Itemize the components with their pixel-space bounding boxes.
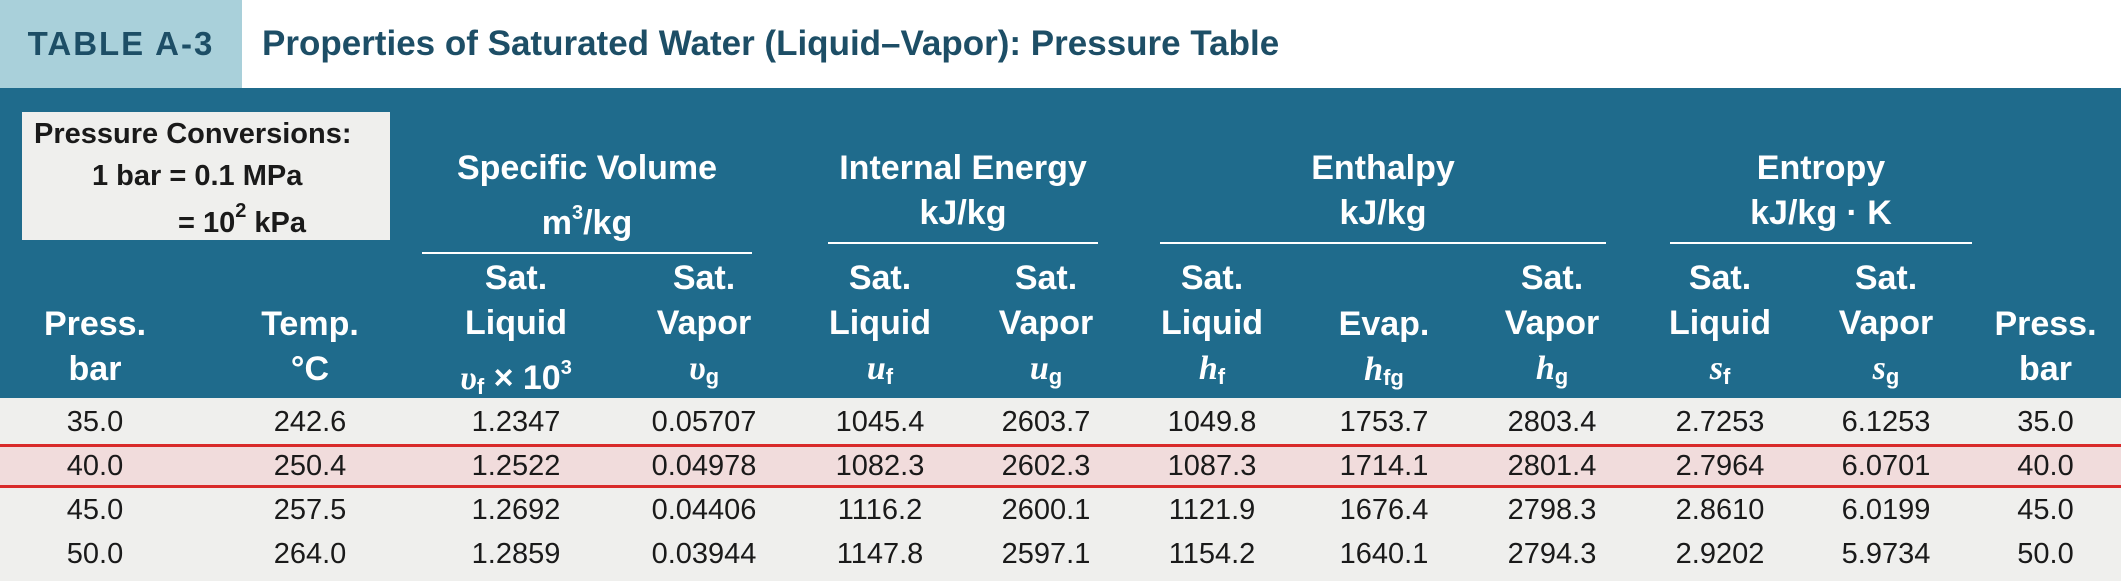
column-header-vf: Sat. Liquid υf × 103 — [460, 259, 572, 399]
table-cell: 264.0 — [273, 537, 347, 570]
table-cell: 242.6 — [273, 405, 347, 438]
table-cell: 2602.3 — [1001, 449, 1091, 482]
column-header-ug: Sat. Vapor ug — [998, 259, 1094, 389]
table-cell: 2794.3 — [1507, 537, 1597, 570]
table-cell: 2798.3 — [1507, 493, 1597, 526]
group-enthalpy: Enthalpy kJ/kg — [1160, 146, 1606, 244]
table-cell: 1.2522 — [471, 449, 561, 482]
column-header-vg: Sat. Vapor υg — [656, 259, 752, 389]
table-row: 45.0 257.5 1.2692 0.04406 1116.2 2600.1 1121.9… — [0, 488, 2121, 532]
table-cell: 2603.7 — [1001, 405, 1091, 438]
table-cell: 40.0 — [2017, 449, 2074, 482]
column-header-sg: Sat. Vapor sg — [1838, 259, 1934, 389]
table-cell: 2.9202 — [1675, 537, 1765, 570]
table-cell: 5.9734 — [1841, 537, 1931, 570]
table-cell: 35.0 — [2017, 405, 2074, 438]
table-cell: 2801.4 — [1507, 449, 1597, 482]
table-cell: 0.03944 — [651, 537, 757, 570]
table-cell: 1121.9 — [1168, 493, 1256, 526]
table-cell: 6.0199 — [1841, 493, 1931, 526]
table-cell: 0.04406 — [651, 493, 757, 526]
conversions-heading: Pressure Conversions: — [34, 118, 352, 150]
group-specific-volume: Specific Volume m3/kg — [422, 146, 752, 254]
table-cell: 1045.4 — [835, 405, 925, 438]
table-header: Pressure Conversions: 1 bar = 0.1 MPa = … — [0, 88, 2121, 399]
table-cell: 1.2859 — [471, 537, 561, 570]
table-cell: 50.0 — [66, 537, 124, 570]
column-header-hfg: Evap. hfg — [1338, 305, 1430, 390]
table-cell: 2597.1 — [1001, 537, 1091, 570]
group-internal-energy: Internal Energy kJ/kg — [828, 146, 1098, 244]
table-cell: 6.1253 — [1841, 405, 1931, 438]
column-header-temperature: Temp. °C — [261, 305, 359, 388]
table-cell: 1049.8 — [1167, 405, 1257, 438]
table-title: Properties of Saturated Water (Liquid–Va… — [262, 24, 1280, 63]
table-cell: 250.4 — [273, 449, 347, 482]
group-entropy: Entropy kJ/kg · K — [1670, 146, 1972, 244]
table-cell: 2.8610 — [1675, 493, 1765, 526]
table-cell: 257.5 — [273, 493, 347, 526]
column-header-sf: Sat. Liquid sf — [1669, 259, 1771, 389]
table-cell: 1.2347 — [471, 405, 561, 438]
table-cell: 2803.4 — [1507, 405, 1597, 438]
table-cell: 1087.3 — [1167, 449, 1257, 482]
table-cell: 40.0 — [66, 449, 124, 482]
table-cell: 1147.8 — [836, 537, 924, 570]
table-cell: 50.0 — [2017, 537, 2074, 570]
table-cell: 1.2692 — [471, 493, 561, 526]
column-header-pressure: Press. bar — [43, 305, 147, 388]
conversion-line-2: = 102 kPa — [178, 200, 307, 239]
table-cell: 0.04978 — [651, 449, 757, 482]
table-number-tag: TABLE A-3 — [0, 0, 242, 88]
table-cell: 45.0 — [66, 493, 124, 526]
conversion-line-1: 1 bar = 0.1 MPa — [92, 160, 303, 192]
table-cell: 1082.3 — [835, 449, 925, 482]
table-cell: 1714.1 — [1339, 449, 1429, 482]
table-row: 35.0 242.6 1.2347 0.05707 1045.4 2603.7 1049.8… — [0, 400, 2121, 444]
table-cell: 0.05707 — [651, 405, 757, 438]
table-body: 35.0 242.6 1.2347 0.05707 1045.4 2603.7 1049.8… — [0, 398, 2121, 581]
table-row: 40.0 250.4 1.2522 0.04978 1082.3 2602.3 1087.3… — [0, 444, 2121, 488]
column-header-hg: Sat. Vapor hg — [1504, 259, 1600, 389]
table-cell: 2.7253 — [1675, 405, 1765, 438]
table-cell: 2.7964 — [1675, 449, 1765, 482]
table-cell: 6.0701 — [1841, 449, 1931, 482]
table-cell: 1116.2 — [837, 493, 923, 526]
table-cell: 1640.1 — [1339, 537, 1429, 570]
table-cell: 2600.1 — [1001, 493, 1091, 526]
table-cell: 1154.2 — [1168, 537, 1256, 570]
table-cell: 35.0 — [66, 405, 124, 438]
table-cell: 1753.7 — [1339, 405, 1429, 438]
table-row: 50.0 264.0 1.2859 0.03944 1147.8 2597.1 1154.2… — [0, 532, 2121, 576]
table-title-bar: TABLE A-3 Properties of Saturated Water … — [0, 0, 2121, 88]
column-header-uf: Sat. Liquid uf — [829, 259, 931, 389]
column-header-hf: Sat. Liquid hf — [1161, 259, 1263, 389]
pressure-conversions-box: Pressure Conversions: 1 bar = 0.1 MPa = … — [22, 112, 390, 240]
column-header-pressure-right: Press. bar — [1994, 305, 2097, 388]
table-cell: 1676.4 — [1339, 493, 1429, 526]
table-cell: 45.0 — [2017, 493, 2074, 526]
